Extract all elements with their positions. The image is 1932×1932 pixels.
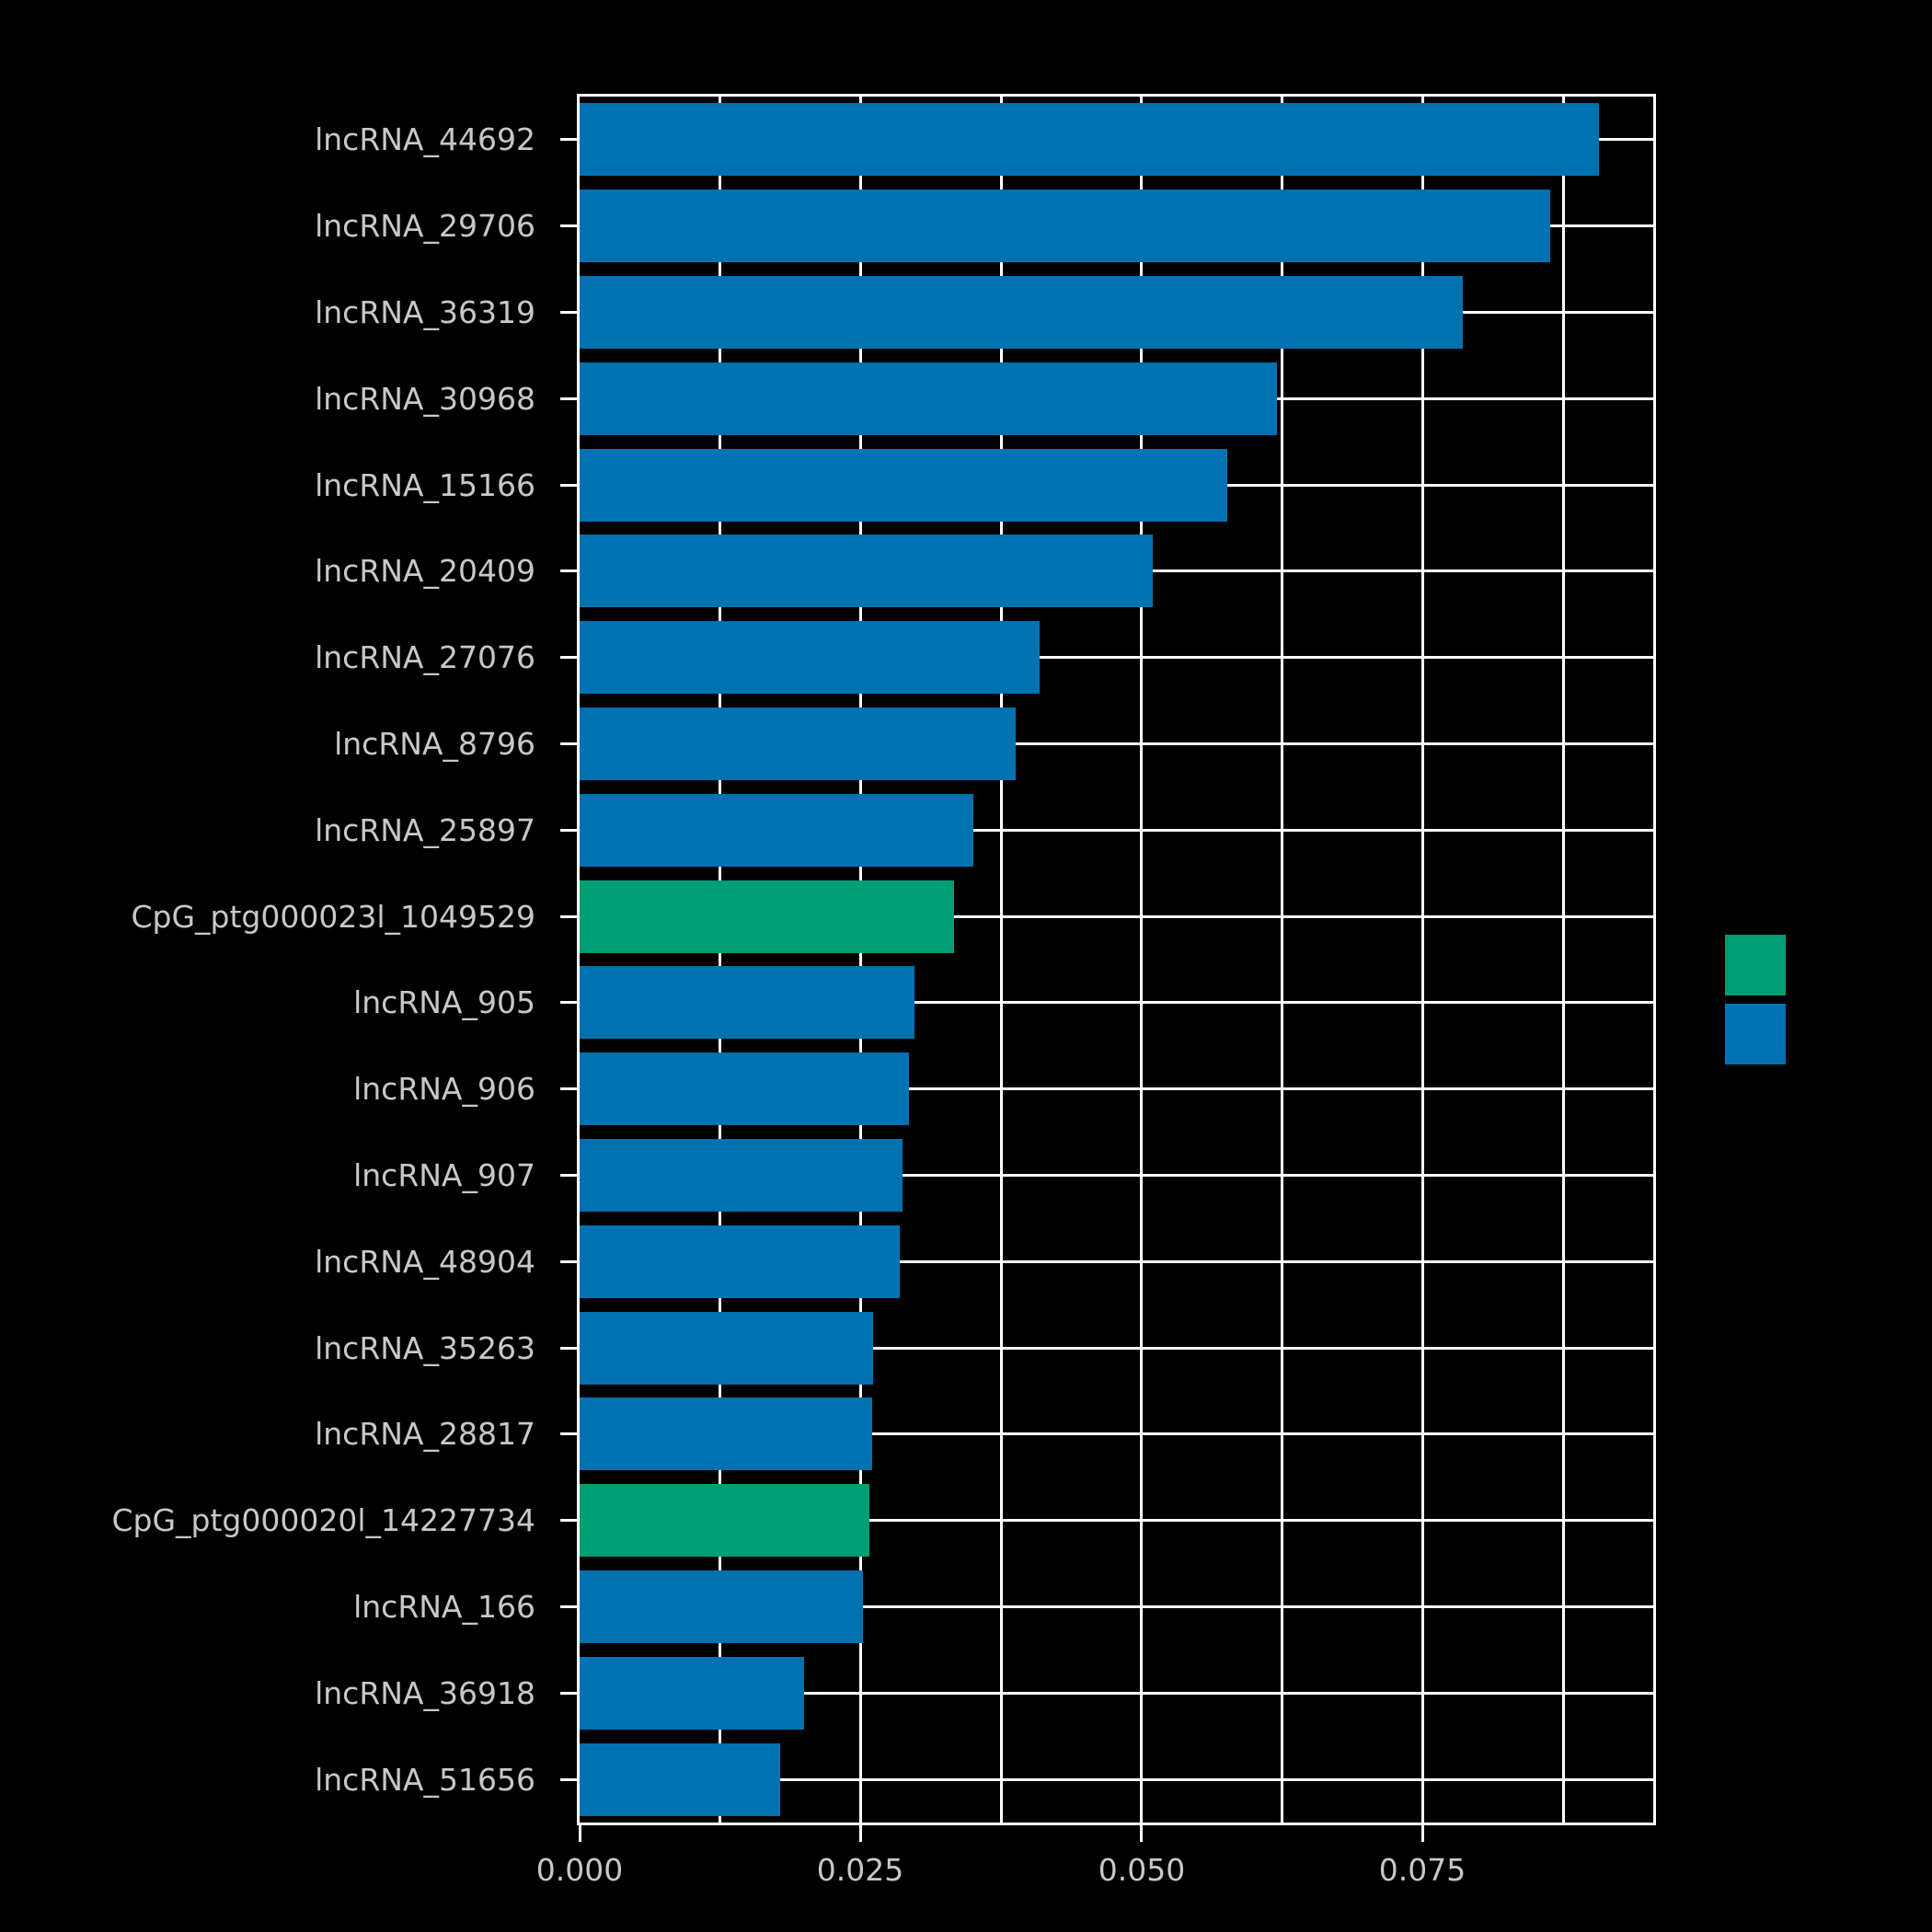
horizontal-gridline xyxy=(580,1777,1653,1781)
category-label-lncRNA_166: lncRNA_166 xyxy=(353,1589,535,1625)
category-label-lncRNA_48904: lncRNA_48904 xyxy=(315,1244,535,1280)
category-label-lncRNA_15166: lncRNA_15166 xyxy=(315,467,535,503)
category-label-lncRNA_25897: lncRNA_25897 xyxy=(315,812,535,848)
x-tick-label-0.075: 0.075 xyxy=(1378,1852,1466,1888)
bar-lncRNA_27076 xyxy=(580,621,1040,694)
bar-lncRNA_166 xyxy=(580,1570,863,1643)
x-tick-label-0.025: 0.025 xyxy=(816,1852,904,1888)
category-label-lncRNA_36918: lncRNA_36918 xyxy=(315,1675,535,1711)
x-tick-label-0.050: 0.050 xyxy=(1098,1852,1186,1888)
y-tick-mark xyxy=(560,1692,577,1695)
bar-lncRNA_8796 xyxy=(580,707,1016,780)
y-tick-mark xyxy=(560,1519,577,1522)
y-tick-mark xyxy=(560,1260,577,1263)
horizontal-gridline xyxy=(580,828,1653,832)
x-tick-mark xyxy=(859,1825,862,1842)
horizontal-gridline xyxy=(580,1519,1653,1523)
vertical-gridline xyxy=(858,97,862,1823)
bar-lncRNA_905 xyxy=(580,966,914,1039)
horizontal-gridline xyxy=(580,656,1653,660)
category-label-lncRNA_8796: lncRNA_8796 xyxy=(334,726,535,762)
bar-lncRNA_906 xyxy=(580,1052,909,1125)
y-tick-mark xyxy=(560,311,577,314)
y-tick-mark xyxy=(560,829,577,832)
y-tick-mark xyxy=(560,224,577,227)
horizontal-gridline xyxy=(580,1346,1653,1350)
y-tick-mark xyxy=(560,1605,577,1608)
category-label-lncRNA_30968: lncRNA_30968 xyxy=(315,381,535,417)
vertical-gridline xyxy=(1561,97,1565,1823)
horizontal-gridline xyxy=(580,1432,1653,1436)
category-label-lncRNA_51656: lncRNA_51656 xyxy=(315,1762,535,1798)
vertical-gridline xyxy=(1420,97,1424,1823)
y-tick-mark xyxy=(560,1778,577,1781)
y-tick-mark xyxy=(560,1087,577,1090)
bar-lncRNA_20409 xyxy=(580,535,1153,607)
horizontal-gridline xyxy=(580,1087,1653,1091)
bar-lncRNA_48904 xyxy=(580,1225,900,1298)
horizontal-gridline xyxy=(580,1174,1653,1177)
x-tick-mark xyxy=(579,1825,581,1842)
bar-lncRNA_907 xyxy=(580,1139,903,1212)
category-label-lncRNA_907: lncRNA_907 xyxy=(353,1157,535,1193)
vertical-gridline xyxy=(719,97,722,1823)
category-label-lncRNA_44692: lncRNA_44692 xyxy=(315,121,535,157)
x-tick-mark xyxy=(1421,1825,1424,1842)
y-tick-mark xyxy=(560,138,577,141)
y-tick-mark xyxy=(560,397,577,400)
plot-area xyxy=(577,94,1656,1825)
bar-CpG_ptg000020l_14227734 xyxy=(580,1484,869,1557)
horizontal-gridline xyxy=(580,914,1653,918)
category-label-CpG_ptg000023l_1049529: CpG_ptg000023l_1049529 xyxy=(131,899,535,935)
category-label-lncRNA_27076: lncRNA_27076 xyxy=(315,639,535,675)
bar-CpG_ptg000023l_1049529 xyxy=(580,880,954,953)
y-tick-mark xyxy=(560,1001,577,1004)
y-tick-mark xyxy=(560,484,577,487)
horizontal-gridline xyxy=(580,1001,1653,1005)
horizontal-gridline xyxy=(580,1605,1653,1608)
category-label-lncRNA_36319: lncRNA_36319 xyxy=(315,294,535,330)
y-tick-mark xyxy=(560,656,577,659)
y-tick-mark xyxy=(560,1347,577,1350)
bar-lncRNA_44692 xyxy=(580,103,1599,176)
legend-swatch-blue xyxy=(1725,1004,1786,1064)
vertical-gridline xyxy=(1140,97,1144,1823)
bar-lncRNA_30968 xyxy=(580,362,1277,435)
bar-lncRNA_15166 xyxy=(580,449,1227,522)
y-tick-mark xyxy=(560,1432,577,1435)
x-tick-label-0.000: 0.000 xyxy=(535,1852,624,1888)
y-tick-mark xyxy=(560,915,577,918)
vertical-gridline xyxy=(1281,97,1284,1823)
category-label-lncRNA_29706: lncRNA_29706 xyxy=(315,208,535,244)
x-tick-mark xyxy=(1140,1825,1143,1842)
bar-lncRNA_51656 xyxy=(580,1743,780,1816)
category-label-lncRNA_906: lncRNA_906 xyxy=(353,1071,535,1107)
bar-lncRNA_36918 xyxy=(580,1657,804,1730)
bar-lncRNA_28817 xyxy=(580,1397,872,1470)
y-tick-mark xyxy=(560,569,577,572)
bar-lncRNA_36319 xyxy=(580,276,1463,349)
vertical-gridline xyxy=(999,97,1003,1823)
y-tick-mark xyxy=(560,742,577,745)
y-tick-mark xyxy=(560,1174,577,1177)
legend-swatch-green xyxy=(1725,935,1786,995)
bar-lncRNA_25897 xyxy=(580,794,973,867)
category-label-lncRNA_35263: lncRNA_35263 xyxy=(315,1330,535,1366)
horizontal-gridline xyxy=(580,1259,1653,1263)
category-label-lncRNA_20409: lncRNA_20409 xyxy=(315,553,535,589)
bar-lncRNA_29706 xyxy=(580,190,1550,262)
horizontal-gridline xyxy=(580,742,1653,745)
category-label-CpG_ptg000020l_14227734: CpG_ptg000020l_14227734 xyxy=(111,1502,535,1538)
bar-lncRNA_35263 xyxy=(580,1312,873,1385)
category-label-lncRNA_905: lncRNA_905 xyxy=(353,984,535,1020)
horizontal-gridline xyxy=(580,1691,1653,1695)
category-label-lncRNA_28817: lncRNA_28817 xyxy=(315,1416,535,1452)
